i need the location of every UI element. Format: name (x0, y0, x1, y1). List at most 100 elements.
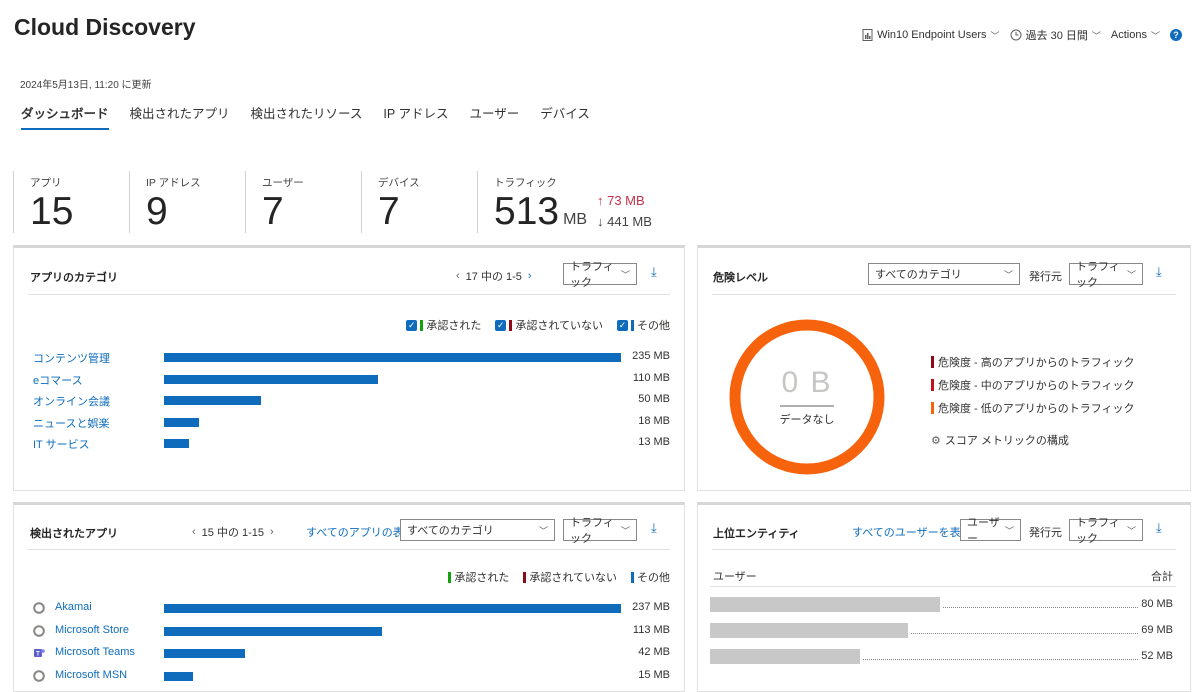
donut-caption: データなし (779, 414, 835, 426)
traffic-bar[interactable] (164, 417, 199, 427)
bar-value: 15 MB (638, 668, 670, 681)
entity-bar[interactable] (710, 597, 940, 612)
show-all-apps-link[interactable]: すべてのアプリの表示 (306, 527, 415, 539)
tab-discovered-resources[interactable]: 検出されたリソース (250, 107, 363, 121)
download-icon[interactable]: ⤓ (1156, 264, 1162, 279)
category-dropdown[interactable]: すべてのカテゴリ ﹀ (868, 263, 1020, 285)
pager: ‹ 17 中の 1-5 › (456, 268, 532, 284)
traffic-dropdown[interactable]: トラフィック ﹀ (563, 517, 637, 545)
dotted-leader (911, 633, 1138, 634)
legend-unsanctioned[interactable]: 承認されていない (523, 569, 617, 585)
period-selector[interactable]: 過去 30 日間 ﹀ (1010, 27, 1101, 43)
dropdown-value: ユーザー (967, 517, 1000, 545)
category-row[interactable]: IT サービス 13 MB (14, 436, 684, 451)
dotted-leader (863, 659, 1138, 660)
traffic-bar[interactable] (164, 353, 621, 362)
traffic-bar[interactable] (164, 374, 378, 384)
category-row[interactable]: ニュースと娯楽 18 MB (14, 415, 684, 430)
download-icon[interactable]: ⤓ (1156, 520, 1162, 535)
stat-traffic[interactable]: トラフィック 513 MB ↑ 73 MB ↓ 441 MB (477, 171, 737, 233)
traffic-bar[interactable] (164, 396, 261, 405)
checkbox[interactable]: ✓ (406, 319, 418, 331)
report-selector[interactable]: Win10 Endpoint Users ﹀ (862, 29, 1000, 42)
discovered-apps-panel: 検出されたアプリ ‹ 15 中の 1-15 › すべてのアプリの表示 すべてのカ… (13, 502, 685, 692)
traffic-upload: ↑ 73 MB (597, 193, 645, 208)
next-page-icon[interactable]: › (527, 270, 532, 282)
tab-devices[interactable]: デバイス (540, 107, 590, 121)
dropdown-value: トラフィック (1076, 261, 1120, 289)
stat-label: トラフィック (494, 177, 557, 189)
stat-label: IP アドレス (146, 177, 201, 189)
bar-label[interactable]: Akamai (55, 601, 92, 613)
tab-ip-addresses[interactable]: IP アドレス (383, 107, 449, 121)
actions-label: Actions (1110, 29, 1147, 41)
tab-users[interactable]: ユーザー (469, 107, 520, 121)
bar-label[interactable]: ニュースと娯楽 (33, 417, 110, 430)
entity-bar[interactable] (710, 649, 860, 664)
stat-devices[interactable]: デバイス 7 (361, 171, 477, 233)
chevron-down-icon: ﹀ (620, 269, 630, 280)
traffic-bar[interactable] (164, 439, 189, 448)
category-row[interactable]: オンライン会議 50 MB (14, 393, 684, 408)
entity-bar[interactable] (710, 623, 908, 638)
checkbox[interactable]: ✓ (617, 319, 628, 331)
legend-unsanctioned[interactable]: ✓ 承認されていない (495, 317, 603, 333)
entity-dropdown[interactable]: ユーザー ﹀ (960, 517, 1021, 545)
app-row[interactable]: Microsoft Store 113 MB (14, 624, 684, 638)
stat-label: ユーザー (262, 177, 304, 189)
actions-menu[interactable]: Actions ﹀ (1111, 29, 1160, 42)
stat-users[interactable]: ユーザー 7 (245, 171, 361, 233)
show-all-users-link[interactable]: すべてのユーザーを表示 (852, 527, 972, 539)
legend-sanctioned[interactable]: 承認された (448, 569, 509, 585)
legend-other[interactable]: ✓ その他 (617, 317, 670, 333)
traffic-bar[interactable] (164, 626, 382, 636)
tab-dashboard[interactable]: ダッシュボード (21, 106, 109, 130)
tab-bar: ダッシュボード 検出されたアプリ 検出されたリソース IP アドレス ユーザー … (21, 106, 590, 130)
swatch (931, 356, 934, 368)
traffic-download: ↓ 441 MB (597, 214, 652, 229)
category-row[interactable]: コンテンツ管理 235 MB (14, 350, 684, 365)
swatch (509, 319, 513, 331)
download-icon[interactable]: ⤓ (651, 264, 657, 279)
bar-label[interactable]: eコマース (33, 374, 83, 387)
legend-label: 承認された (426, 320, 482, 332)
legend-other[interactable]: その他 (631, 569, 670, 585)
column-header-user: ユーザー (713, 571, 757, 583)
score-metric-link[interactable]: ⚙ スコア メトリックの構成 (931, 432, 1069, 448)
stat-apps[interactable]: アプリ 15 (13, 171, 129, 233)
msn-icon (33, 669, 45, 682)
bar-label[interactable]: オンライン会議 (33, 396, 110, 408)
stat-value: 9 (146, 190, 168, 233)
app-row[interactable]: Microsoft MSN 15 MB (14, 669, 684, 683)
checkbox[interactable]: ✓ (495, 319, 507, 331)
legend: ✓ 承認された ✓ 承認されていない ✓ その他 (406, 317, 670, 333)
next-page-icon[interactable]: › (270, 526, 274, 538)
bar-label[interactable]: コンテンツ管理 (33, 353, 110, 365)
category-row[interactable]: eコマース 110 MB (14, 372, 684, 387)
app-row[interactable]: T Microsoft Teams 42 MB (14, 646, 684, 660)
legend-sanctioned[interactable]: ✓ 承認された (406, 317, 481, 333)
prev-page-icon[interactable]: ‹ (192, 526, 196, 538)
traffic-dropdown[interactable]: トラフィック ﹀ (563, 261, 637, 289)
tab-discovered-apps[interactable]: 検出されたアプリ (129, 107, 230, 121)
help-icon[interactable]: ? (1170, 29, 1182, 41)
category-dropdown[interactable]: すべてのカテゴリ ﹀ (400, 519, 555, 541)
bar-label[interactable]: IT サービス (33, 439, 90, 451)
app-row[interactable]: Akamai 237 MB (14, 601, 684, 615)
pager-text: 15 中の 1-15 (201, 527, 265, 539)
download-icon[interactable]: ⤓ (651, 520, 657, 535)
bar-label[interactable]: Microsoft Teams (55, 646, 135, 658)
prev-page-icon[interactable]: ‹ (456, 270, 460, 282)
bar-value: 113 MB (632, 623, 670, 636)
bar-label[interactable]: Microsoft Store (55, 623, 129, 636)
risk-legend-low: 危険度 - 低のアプリからのトラフィック (931, 400, 1135, 416)
source-label: 発行元 (1029, 527, 1062, 539)
traffic-bar[interactable] (164, 671, 193, 681)
dropdown-value: すべてのカテゴリ (875, 269, 962, 281)
bar-label[interactable]: Microsoft MSN (55, 668, 128, 681)
traffic-bar[interactable] (164, 649, 245, 658)
stat-ip-addresses[interactable]: IP アドレス 9 (129, 171, 245, 233)
traffic-bar[interactable] (164, 604, 621, 613)
traffic-dropdown[interactable]: トラフィック ﹀ (1069, 517, 1143, 545)
traffic-dropdown[interactable]: トラフィック ﹀ (1069, 261, 1143, 289)
